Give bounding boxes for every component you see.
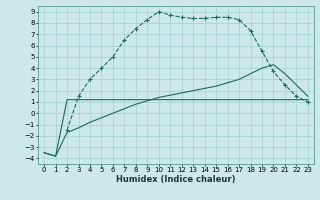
X-axis label: Humidex (Indice chaleur): Humidex (Indice chaleur) xyxy=(116,175,236,184)
